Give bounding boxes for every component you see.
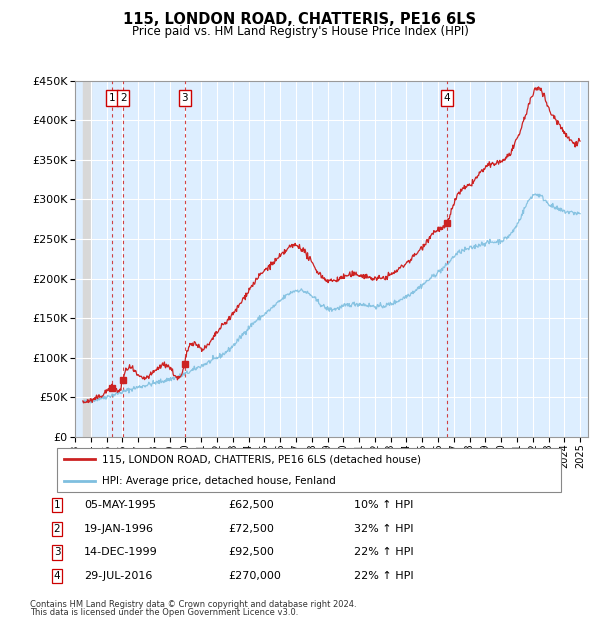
Text: £92,500: £92,500: [228, 547, 274, 557]
Text: £270,000: £270,000: [228, 571, 281, 581]
Text: 3: 3: [53, 547, 61, 557]
Text: Contains HM Land Registry data © Crown copyright and database right 2024.: Contains HM Land Registry data © Crown c…: [30, 600, 356, 609]
Text: 115, LONDON ROAD, CHATTERIS, PE16 6LS (detached house): 115, LONDON ROAD, CHATTERIS, PE16 6LS (d…: [103, 454, 421, 464]
Text: Price paid vs. HM Land Registry's House Price Index (HPI): Price paid vs. HM Land Registry's House …: [131, 25, 469, 38]
Text: 22% ↑ HPI: 22% ↑ HPI: [354, 547, 413, 557]
Text: 4: 4: [444, 93, 451, 103]
Text: 29-JUL-2016: 29-JUL-2016: [84, 571, 152, 581]
Text: 2: 2: [120, 93, 127, 103]
Text: HPI: Average price, detached house, Fenland: HPI: Average price, detached house, Fenl…: [103, 476, 336, 486]
Text: 115, LONDON ROAD, CHATTERIS, PE16 6LS: 115, LONDON ROAD, CHATTERIS, PE16 6LS: [124, 12, 476, 27]
Text: This data is licensed under the Open Government Licence v3.0.: This data is licensed under the Open Gov…: [30, 608, 298, 617]
Text: 22% ↑ HPI: 22% ↑ HPI: [354, 571, 413, 581]
Text: 1: 1: [53, 500, 61, 510]
Text: 3: 3: [181, 93, 188, 103]
Text: 32% ↑ HPI: 32% ↑ HPI: [354, 524, 413, 534]
FancyBboxPatch shape: [56, 448, 562, 492]
Text: 14-DEC-1999: 14-DEC-1999: [84, 547, 158, 557]
Text: 19-JAN-1996: 19-JAN-1996: [84, 524, 154, 534]
Text: £72,500: £72,500: [228, 524, 274, 534]
Bar: [83, 81, 91, 437]
Text: 05-MAY-1995: 05-MAY-1995: [84, 500, 156, 510]
Text: 1: 1: [109, 93, 116, 103]
Text: 2: 2: [53, 524, 61, 534]
Text: 4: 4: [53, 571, 61, 581]
Bar: [83, 81, 91, 437]
Text: 10% ↑ HPI: 10% ↑ HPI: [354, 500, 413, 510]
Text: £62,500: £62,500: [228, 500, 274, 510]
